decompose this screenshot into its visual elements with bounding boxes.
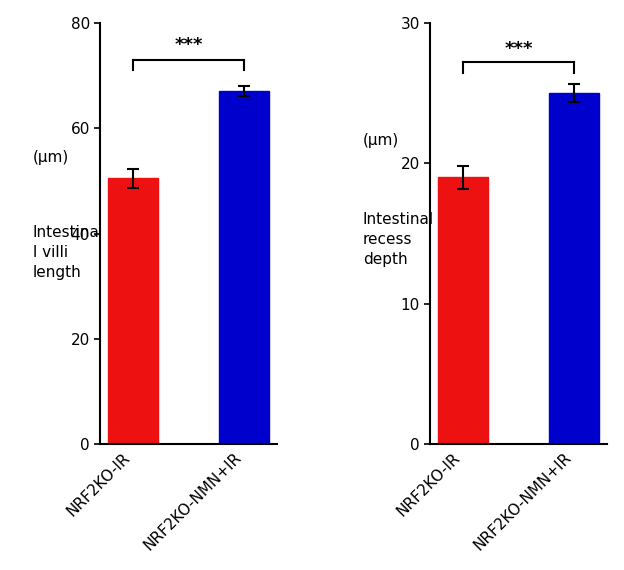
Text: (μm): (μm) (363, 133, 399, 148)
Text: ***: *** (505, 40, 533, 58)
Text: Intestina
l villi
length: Intestina l villi length (33, 225, 100, 280)
Bar (219, 91, 269, 445)
Text: ***: *** (175, 36, 203, 54)
Bar (549, 93, 599, 445)
Bar (438, 177, 488, 445)
Text: Intestinal
recess
depth: Intestinal recess depth (363, 213, 434, 267)
Text: (μm): (μm) (33, 150, 69, 165)
Bar (108, 178, 158, 445)
